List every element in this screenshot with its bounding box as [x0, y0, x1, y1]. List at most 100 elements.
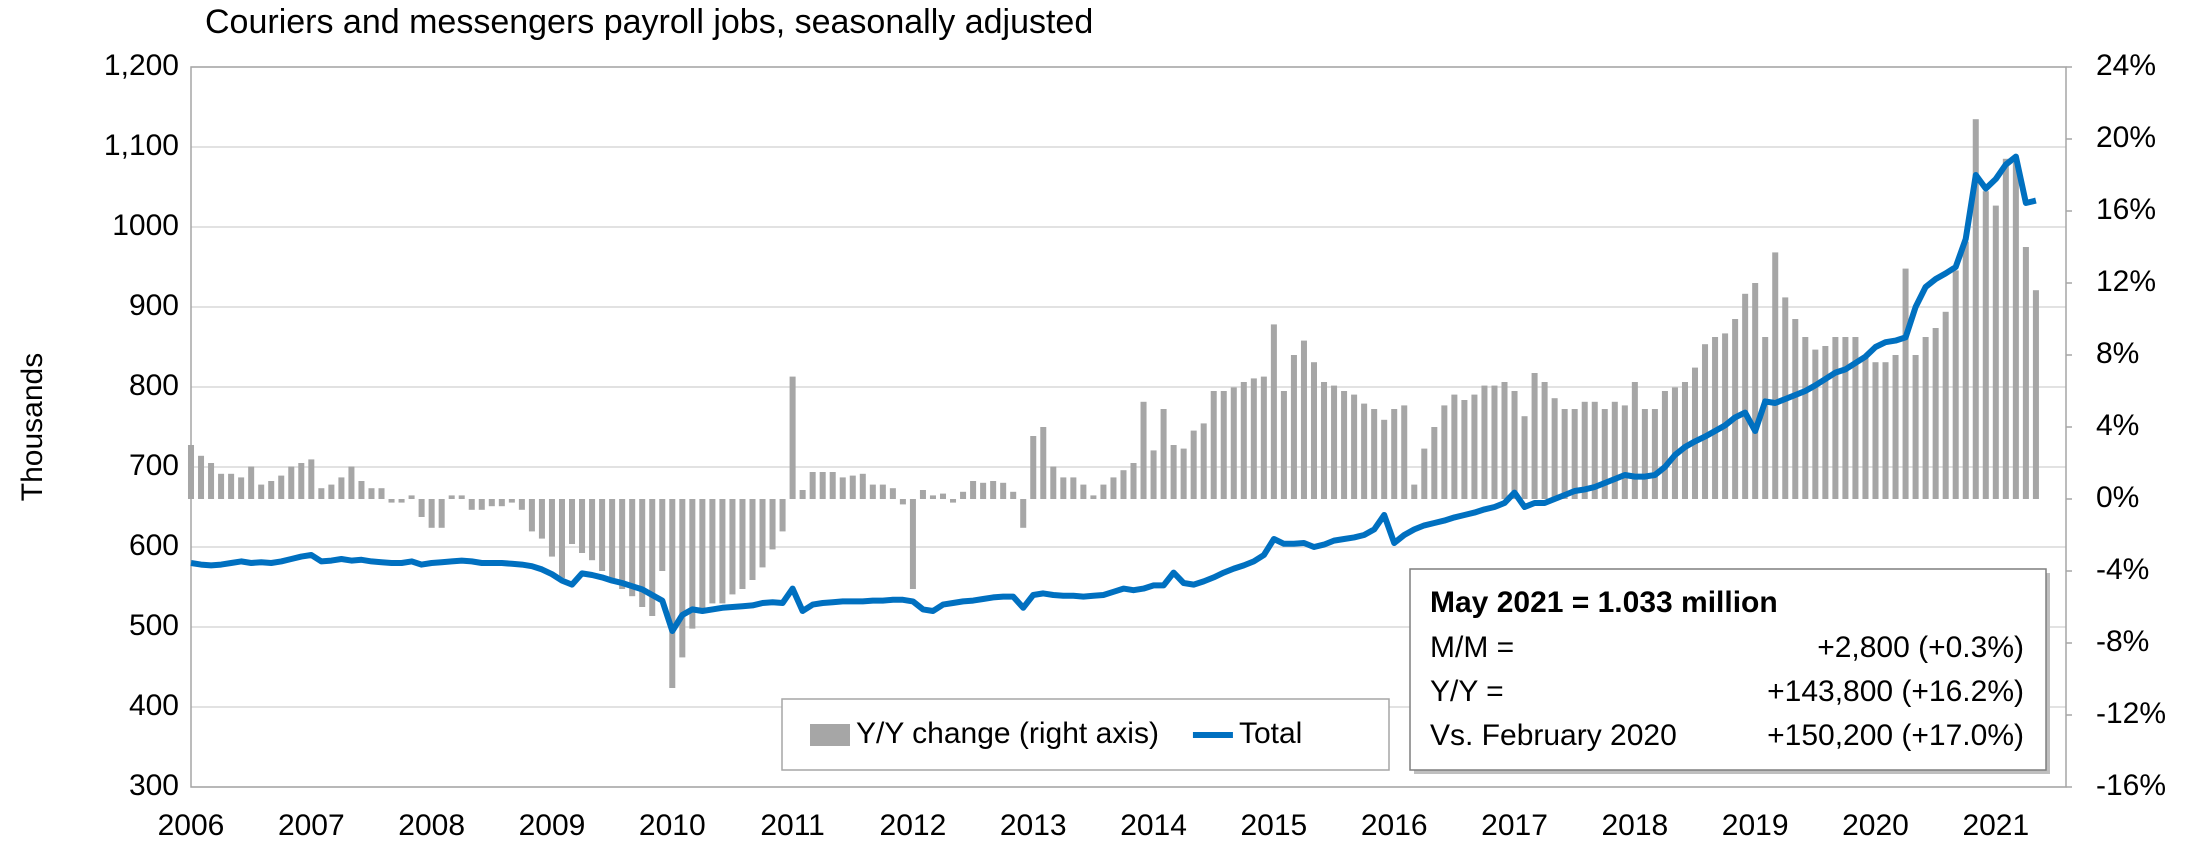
- bar: [2002, 158, 2009, 500]
- bar: [960, 491, 967, 499]
- bar: [1822, 346, 1829, 499]
- x-tick-label: 2021: [1962, 809, 2029, 842]
- bar: [1190, 430, 1197, 499]
- bar: [950, 499, 957, 503]
- y2-tick-label: 8%: [2096, 337, 2139, 370]
- bar: [2012, 162, 2019, 499]
- chart-title: Couriers and messengers payroll jobs, se…: [205, 3, 1093, 41]
- bar: [398, 499, 405, 503]
- bar: [1571, 409, 1578, 499]
- bar: [1451, 394, 1458, 499]
- bar: [1321, 382, 1328, 499]
- bar: [258, 484, 265, 499]
- bar: [528, 499, 535, 532]
- bar: [1491, 385, 1498, 499]
- bar: [1150, 450, 1157, 499]
- bar: [1651, 409, 1658, 499]
- bar: [1681, 382, 1688, 499]
- bar: [1752, 283, 1759, 499]
- legend-swatch: [810, 724, 850, 746]
- bar: [1561, 409, 1568, 499]
- bar: [328, 484, 335, 499]
- bar: [1351, 394, 1358, 499]
- bar: [759, 499, 766, 568]
- bar: [458, 495, 465, 499]
- bar: [1140, 401, 1147, 499]
- bar: [769, 499, 776, 550]
- bar: [789, 376, 796, 499]
- bar: [1702, 344, 1709, 499]
- bar: [558, 499, 565, 579]
- bar: [1982, 191, 1989, 499]
- bar: [1762, 337, 1769, 499]
- bar: [1812, 349, 1819, 499]
- bar: [1471, 394, 1478, 499]
- x-tick-label: 2007: [278, 809, 345, 842]
- bar: [1020, 499, 1027, 528]
- bar: [2032, 290, 2039, 499]
- bar: [1090, 495, 1097, 499]
- legend-box: [781, 698, 1390, 771]
- bar: [1240, 382, 1247, 499]
- bar: [358, 481, 365, 499]
- legend-label: Y/Y change (right axis): [856, 717, 1159, 750]
- bar: [1421, 448, 1428, 499]
- bar: [1591, 401, 1598, 499]
- bar: [1722, 333, 1729, 499]
- bar: [1100, 484, 1107, 499]
- bar: [579, 499, 586, 553]
- y-tick-label: 800: [129, 369, 179, 402]
- bar: [1030, 436, 1037, 499]
- bar: [1441, 405, 1448, 499]
- bar: [889, 488, 896, 499]
- bar: [248, 466, 255, 499]
- bar: [1932, 328, 1939, 499]
- bar: [1631, 382, 1638, 499]
- bar: [1952, 270, 1959, 499]
- bar: [1050, 466, 1057, 499]
- bar: [1110, 477, 1117, 499]
- bar: [1290, 355, 1297, 499]
- x-tick-label: 2017: [1481, 809, 1548, 842]
- bar: [198, 455, 205, 499]
- bar: [1641, 409, 1648, 499]
- bar: [538, 499, 545, 539]
- bar: [1341, 391, 1348, 499]
- bar: [909, 499, 916, 589]
- annotation-value: +2,800 (+0.3%): [1817, 631, 2024, 664]
- bar: [749, 499, 756, 580]
- bar: [839, 477, 846, 499]
- bar: [288, 466, 295, 499]
- bar: [448, 495, 455, 499]
- bar: [218, 473, 225, 499]
- bar: [1391, 409, 1398, 499]
- bar: [869, 484, 876, 499]
- bar: [1992, 205, 1999, 499]
- bar: [308, 459, 315, 499]
- x-tick-label: 2006: [158, 809, 225, 842]
- bar: [1852, 337, 1859, 499]
- y-tick-label: 300: [129, 769, 179, 802]
- bar: [1521, 416, 1528, 499]
- bar: [518, 499, 525, 510]
- bar: [1842, 337, 1849, 499]
- y2-tick-label: 20%: [2096, 121, 2156, 154]
- bar: [1962, 241, 1969, 499]
- bar: [1280, 391, 1287, 499]
- bar: [849, 475, 856, 499]
- bar: [378, 488, 385, 499]
- bar: [1180, 448, 1187, 499]
- bar: [1040, 427, 1047, 499]
- y2-tick-label: 0%: [2096, 481, 2139, 514]
- bar: [929, 495, 936, 499]
- bar: [779, 499, 786, 532]
- bar: [1742, 293, 1749, 499]
- bar: [368, 488, 375, 499]
- bar: [1220, 391, 1227, 499]
- bar: [1692, 367, 1699, 499]
- bar: [609, 499, 616, 579]
- bar: [990, 481, 997, 499]
- bar: [1611, 401, 1618, 499]
- bar: [649, 499, 656, 616]
- x-tick-label: 2015: [1241, 809, 1308, 842]
